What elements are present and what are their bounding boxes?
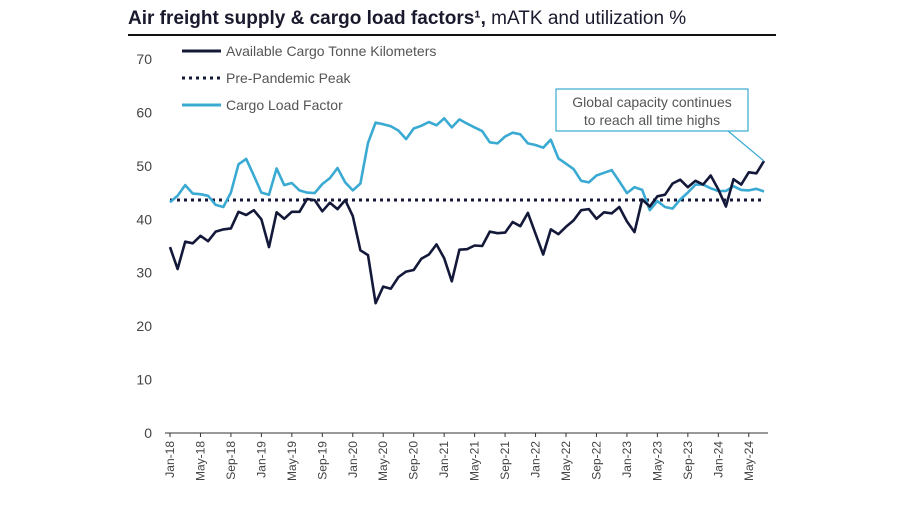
series-cargo-load-factor [169, 117, 765, 212]
x-tick-label: Jan-22 [529, 441, 543, 478]
series-available-cargo-tonne-km [168, 160, 766, 305]
y-tick-label: 30 [136, 265, 152, 281]
x-tick-label: Jan-20 [346, 441, 360, 478]
x-tick-label: Sep-19 [315, 441, 329, 480]
title-divider [128, 34, 776, 36]
x-tick-label: Sep-18 [224, 441, 238, 480]
legend-item-pre-pandemic-peak-label: Pre-Pandemic Peak [226, 70, 352, 86]
x-tick-label: May-20 [376, 441, 390, 481]
x-tick-label: Jan-19 [254, 441, 268, 478]
legend-item-actk-label: Available Cargo Tonne Kilometers [226, 43, 436, 59]
x-tick-label: Jan-21 [437, 441, 451, 478]
x-tick-label: Jan-23 [620, 441, 634, 478]
x-tick-label: Sep-22 [589, 441, 603, 480]
x-tick-label: May-21 [468, 441, 482, 481]
annotation: Global capacity continues to reach all ti… [555, 88, 765, 162]
x-tick-label: Jan-18 [163, 441, 177, 478]
chart-title-rest: mATK and utilization % [485, 8, 687, 29]
legend-item-load-factor-label: Cargo Load Factor [226, 97, 343, 113]
series-layer [168, 117, 766, 305]
x-tick-label: May-22 [559, 441, 573, 481]
y-tick-label: 60 [136, 104, 152, 120]
x-tick-label: May-19 [285, 441, 299, 481]
annotation-box [555, 88, 749, 132]
annotation-text: to reach all time highs [584, 112, 720, 128]
x-tick-label: May-18 [193, 441, 207, 481]
x-tick-label: Sep-23 [681, 441, 695, 480]
x-tick-label: Jan-24 [711, 441, 725, 478]
axes: 0 10 20 30 40 50 60 70 Jan-18 May-18 Sep-18 Jan-19 M… [136, 51, 768, 481]
x-tick-label: May-23 [650, 441, 664, 481]
x-tick-label: Sep-20 [407, 441, 421, 480]
y-tick-label: 10 [136, 372, 152, 388]
annotation-leader [727, 130, 765, 162]
y-tick-label: 70 [136, 51, 152, 67]
y-tick-label: 40 [136, 211, 152, 227]
y-tick-label: 50 [136, 158, 152, 174]
chart-title: Air freight supply & cargo load factors¹… [128, 8, 686, 30]
x-tick-label: Sep-21 [498, 441, 512, 480]
x-tick-label: May-24 [742, 441, 756, 481]
legend: Available Cargo Tonne Kilometers Pre-Pand… [182, 43, 436, 113]
annotation-text: Global capacity continues [572, 94, 732, 110]
y-tick-label: 20 [136, 318, 152, 334]
y-tick-label: 0 [144, 425, 152, 441]
chart-title-bold: Air freight supply & cargo load factors¹… [128, 8, 486, 29]
